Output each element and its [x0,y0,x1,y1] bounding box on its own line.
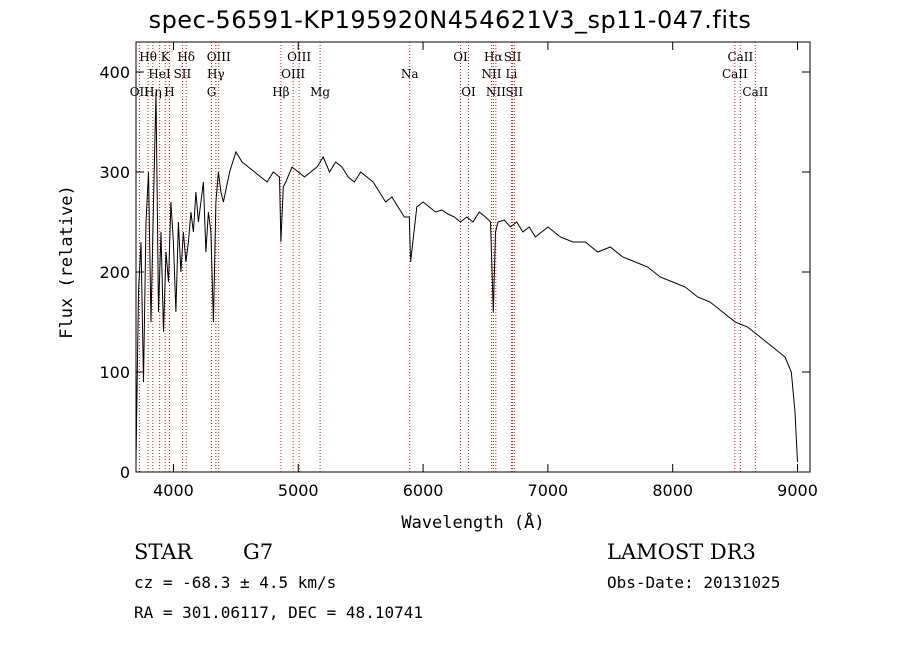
spectral-line-label: OI [453,50,468,64]
spectral-line-label: Hγ [207,67,225,81]
spectral-line-label: Hη [144,85,162,99]
spectral-line-label: Hα [484,50,503,64]
ra-dec: RA = 301.06117, DEC = 48.10741 [134,603,423,622]
spectral-line-label: OIII [207,50,231,64]
x-tick-label: 5000 [278,481,319,500]
spectral-line-label: OI [461,85,476,99]
x-tick-label: 4000 [153,481,194,500]
chart-title: spec-56591-KP195920N454621V3_sp11-047.fi… [148,6,752,34]
y-tick-label: 0 [120,463,130,482]
spectral-line-label: CaII [722,67,748,81]
spectral-line-label: NII [486,85,506,99]
spectral-line-label: SII [174,67,192,81]
flux-series-line [135,91,798,463]
observation-date: Obs-Date: 20131025 [607,573,781,592]
object-class: STAR [134,540,193,564]
x-tick-label: 9000 [777,481,818,500]
survey-name: LAMOST DR3 [607,540,756,564]
spectral-line-label: OII [130,85,150,99]
x-tick-label: 7000 [528,481,569,500]
object-subclass: G7 [243,540,274,564]
plot-frame [135,41,811,473]
spectral-line-label: SII [505,85,523,99]
spectral-line-label: CaII [742,85,768,99]
spectral-line-label: SII [504,50,522,64]
redshift-cz: cz = -68.3 ± 4.5 km/s [134,573,337,592]
axis-ticks: 4000 5000 6000 7000 8000 9000 0 100 200 300 400 [99,42,818,500]
spectral-line-label: Hδ [177,50,195,64]
spectral-line-label: Li [506,67,518,81]
spectral-line-label: K [161,50,171,64]
x-tick-label: 8000 [652,481,693,500]
spectral-line-label: Hθ [139,50,157,64]
y-tick-label: 300 [99,163,130,182]
y-tick-label: 200 [99,263,130,282]
spectral-line-label: NII [481,67,501,81]
y-axis-label: Flux (relative) [57,185,77,339]
spectral-line-label: HeI [148,67,171,81]
spectral-line-label: OIII [287,50,311,64]
spectral-line-label: CaII [727,50,753,64]
spectral-line-label: G [207,85,217,99]
y-tick-label: 100 [99,363,130,382]
spectral-line-label: Na [401,67,419,81]
spectral-line-label: H [164,85,174,99]
x-tick-label: 6000 [403,481,444,500]
x-axis-label: Wavelength (Å) [401,511,544,533]
spectral-line-label: OIII [281,67,305,81]
spectral-line-label: Hβ [272,85,289,99]
y-tick-label: 400 [99,63,130,82]
spectral-line-label: Mg [310,85,330,99]
